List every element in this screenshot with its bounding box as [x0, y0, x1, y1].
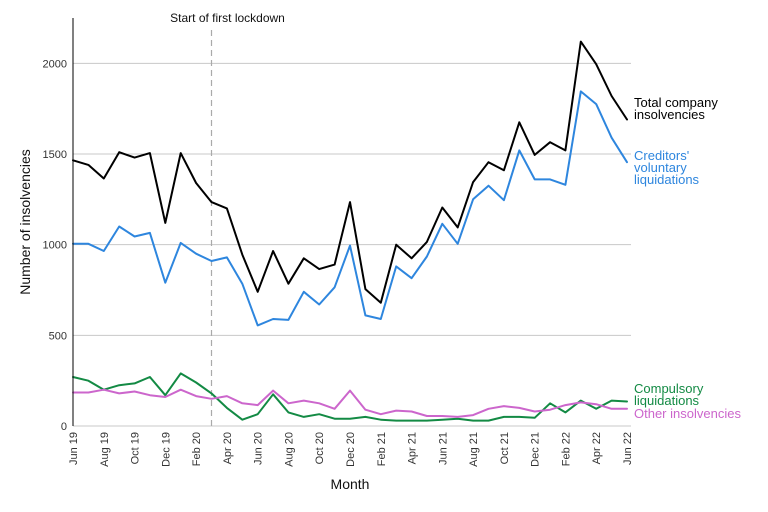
x-tick-label: Dec 19 — [160, 432, 172, 467]
x-axis-title: Month — [331, 476, 370, 492]
y-tick-label: 2000 — [43, 58, 67, 70]
x-tick-label: Dec 20 — [345, 432, 357, 467]
series-label-line: insolvencies — [634, 107, 705, 122]
series-label-total-company-insolvencies: Total company insolvencies — [634, 95, 718, 122]
lockdown-annotation-label: Start of first lockdown — [170, 11, 285, 25]
series-line-creditors-voluntary-liquidations — [72, 90, 628, 327]
y-tick-label: 1000 — [43, 240, 67, 252]
x-tick-label: Aug 19 — [99, 432, 111, 467]
x-tick-label: Aug 21 — [468, 432, 480, 467]
y-axis-title: Number of insolvencies — [17, 149, 33, 295]
series-labels: Total company insolvencies Creditors' volun… — [634, 95, 741, 421]
series-line-other-insolvencies — [72, 388, 628, 418]
x-tick-label: Feb 20 — [191, 432, 203, 466]
x-tick-labels: Jun 19 Aug 19 Oct 19 Dec 19 Feb 20 Apr 20 Jun … — [68, 432, 634, 467]
series-label-line: liquidations — [634, 393, 700, 408]
x-tick-label: Jun 20 — [253, 432, 265, 465]
x-tick-label: Feb 22 — [560, 432, 572, 466]
x-tick-label: Oct 21 — [499, 432, 511, 464]
lockdown-annotation: Start of first lockdown — [170, 11, 285, 426]
series-label-line: Compulsory — [634, 381, 704, 396]
x-tick-label: Oct 20 — [314, 432, 326, 464]
series-label-line: Total company — [634, 95, 718, 110]
y-tick-label: 1500 — [43, 149, 67, 161]
series-label-creditors-voluntary-liquidations: Creditors' voluntary liquidations — [634, 148, 700, 187]
series-label-line: liquidations — [634, 172, 700, 187]
y-tick-label: 500 — [49, 330, 67, 342]
series-lines — [72, 40, 628, 422]
series-label-compulsory-liquidations: Compulsory liquidations — [634, 381, 704, 408]
y-tick-labels: 0 500 1000 1500 2000 — [43, 58, 67, 433]
gridlines — [73, 62, 631, 427]
series-label-line: Creditors' — [634, 148, 689, 163]
x-tick-label: Dec 21 — [530, 432, 542, 467]
series-label-line: voluntary — [634, 160, 687, 175]
x-tick-label: Apr 22 — [591, 432, 603, 464]
x-tick-label: Apr 20 — [222, 432, 234, 464]
x-tick-label: Apr 21 — [407, 432, 419, 464]
series-label-other-insolvencies: Other insolvencies — [634, 406, 741, 421]
x-tick-label: Jun 19 — [68, 432, 80, 465]
y-tick-label: 0 — [61, 421, 67, 433]
x-tick-label: Aug 20 — [283, 432, 295, 467]
series-label-line: Other insolvencies — [634, 406, 741, 421]
x-tick-label: Jun 22 — [622, 432, 634, 465]
series-line-total-company-insolvencies — [72, 40, 628, 304]
x-tick-label: Feb 21 — [376, 432, 388, 466]
x-tick-label: Jun 21 — [437, 432, 449, 465]
series-line-compulsory-liquidations — [72, 372, 628, 422]
x-tick-label: Oct 19 — [130, 432, 142, 464]
